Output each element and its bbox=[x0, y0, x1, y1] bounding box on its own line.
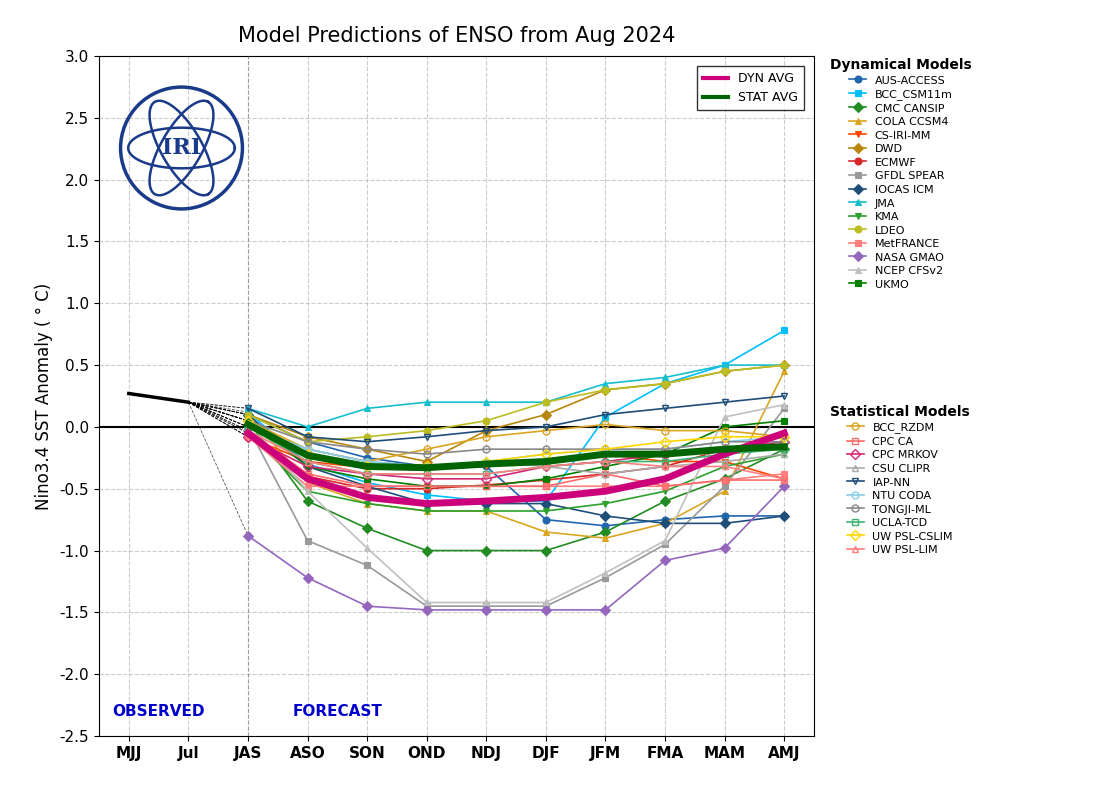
Text: OBSERVED: OBSERVED bbox=[112, 704, 205, 718]
Text: FORECAST: FORECAST bbox=[293, 704, 383, 718]
Legend: BCC_RZDM, CPC CA, CPC MRKOV, CSU CLIPR, IAP-NN, NTU CODA, TONGJI-ML, UCLA-TCD, U: BCC_RZDM, CPC CA, CPC MRKOV, CSU CLIPR, … bbox=[827, 402, 974, 558]
Text: IRI: IRI bbox=[162, 137, 201, 159]
Y-axis label: Nino3.4 SST Anomaly ( ° C): Nino3.4 SST Anomaly ( ° C) bbox=[35, 282, 53, 510]
Title: Model Predictions of ENSO from Aug 2024: Model Predictions of ENSO from Aug 2024 bbox=[238, 26, 675, 46]
